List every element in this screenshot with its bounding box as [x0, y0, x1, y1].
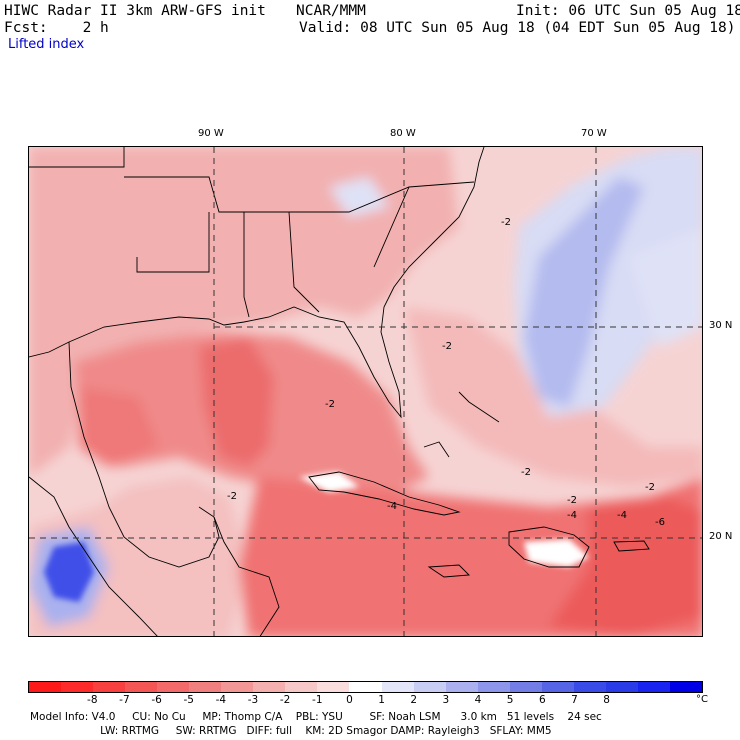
- colorbar-tick-label: 7: [571, 694, 578, 706]
- forecast-hour: Fcst: 2 h: [4, 20, 109, 36]
- stable-region-east: [629, 227, 702, 347]
- colorbar-tick-label: -8: [87, 694, 98, 706]
- stable-core-mexico: [44, 542, 94, 602]
- model-title: HIWC Radar II 3km ARW-GFS init: [4, 3, 266, 19]
- colorbar-tick-label: -6: [151, 694, 162, 706]
- colorbar-swatch: [413, 682, 446, 692]
- colorbar-swatch: [445, 682, 478, 692]
- org-label: NCAR/MMM: [296, 3, 366, 19]
- model-info-line2: LW: RRTMG SW: RRTMG DIFF: full KM: 2D Sm…: [30, 725, 552, 737]
- colorbar-swatch: [381, 682, 414, 692]
- colorbar-swatch: [637, 682, 670, 692]
- colorbar-swatch: [93, 682, 126, 692]
- colorbar-swatch: [189, 682, 222, 692]
- mexico-pacific-coast: [29, 476, 158, 636]
- model-info-line1: Model Info: V4.0 CU: No Cu MP: Thomp C/A…: [30, 711, 602, 723]
- contour-label: -6: [655, 517, 665, 528]
- colorbar-swatch: [61, 682, 94, 692]
- colorbar-swatch: [605, 682, 638, 692]
- lat-lon-grid: [29, 147, 702, 636]
- colorbar-tick-label: 8: [603, 694, 610, 706]
- state-border: [136, 212, 210, 273]
- hispaniola-coast: [508, 526, 590, 568]
- colorbar-tick-label: -3: [247, 694, 259, 706]
- lon-label-80w: 80 W: [390, 128, 416, 139]
- init-time: Init: 06 UTC Sun 05 Aug 18: [516, 3, 740, 19]
- hispaniola-low: [524, 539, 589, 567]
- colorbar-swatch: [349, 682, 382, 692]
- colorbar-tick-label: 2: [410, 694, 418, 706]
- state-border: [243, 186, 410, 318]
- gulf-strong-core: [199, 337, 274, 467]
- colorbar-swatch: [125, 682, 158, 692]
- colorbar-swatch: [669, 682, 702, 692]
- colorbar-tick-label: -5: [183, 694, 194, 706]
- colorbar-swatch: [573, 682, 606, 692]
- contour-label: -2: [227, 491, 237, 502]
- bahamas-coast: [423, 391, 500, 458]
- lat-label-20n: 20 N: [709, 531, 733, 542]
- colorbar-swatch: [509, 682, 542, 692]
- border-line: [29, 147, 125, 168]
- east-caribbean-core: [549, 497, 702, 636]
- colorbar-tick-label: 5: [506, 694, 514, 706]
- colorbar-swatch: [221, 682, 254, 692]
- puerto-rico-coast: [613, 540, 650, 552]
- colorbar-tick-label: -7: [119, 694, 130, 706]
- stable-core-atlantic: [524, 177, 644, 407]
- colorbar: [28, 681, 703, 693]
- colorbar-tick-label: -1: [312, 694, 323, 706]
- colorbar-tick-label: 0: [346, 694, 353, 706]
- cuba-coast: [308, 471, 461, 516]
- contour-label: -2: [645, 482, 655, 493]
- stable-patch-north: [329, 177, 389, 217]
- colorbar-tick-label: -4: [215, 694, 227, 706]
- colorbar-tick-label: 1: [378, 694, 385, 706]
- colorbar-swatch: [477, 682, 510, 692]
- jamaica-coast: [427, 564, 471, 578]
- us-gulf-atlantic-coast: [29, 147, 485, 419]
- lifted-index-map: -2 -2 -2 -2 -2 -2 -2 -4 -4 -4 -6: [28, 146, 703, 637]
- contour-label: -4: [567, 510, 577, 521]
- valid-time: Valid: 08 UTC Sun 05 Aug 18 (04 EDT Sun …: [299, 20, 736, 36]
- colorbar-ticks: -8 -7 -6 -5 -4 -3 -2 -1 0 1 2 3 4 5 6 7 8: [28, 694, 703, 708]
- colorbar-swatch: [285, 682, 318, 692]
- colorbar-tick-label: 4: [474, 694, 482, 706]
- colorbar-swatch: [253, 682, 286, 692]
- colorbar-tick-label: 3: [442, 694, 450, 706]
- lon-label-70w: 70 W: [581, 128, 607, 139]
- western-gulf-core: [79, 387, 159, 467]
- colorbar-unit: °C: [696, 694, 708, 705]
- colorbar-swatch: [317, 682, 350, 692]
- colorbar-tick-label: -2: [279, 694, 291, 706]
- cuba-low: [299, 472, 359, 492]
- contour-label: -2: [325, 399, 335, 410]
- colorbar-tick-label: 6: [538, 694, 546, 706]
- contour-label: -4: [617, 510, 627, 521]
- state-border: [124, 176, 475, 213]
- land-instability: [29, 147, 459, 477]
- contour-label: -2: [521, 467, 531, 478]
- coastlines: [29, 147, 650, 636]
- mexico-coast: [68, 341, 220, 568]
- contour-label: -4: [387, 501, 397, 512]
- contour-label: -2: [501, 217, 511, 228]
- lon-label-90w: 90 W: [198, 128, 224, 139]
- colorbar-swatch: [157, 682, 190, 692]
- central-america-coast: [213, 516, 280, 636]
- field-name: Lifted index: [8, 37, 85, 52]
- colorbar-swatch: [541, 682, 574, 692]
- colorbar-swatch: [29, 682, 62, 692]
- lat-label-30n: 30 N: [709, 320, 733, 331]
- contour-label: -2: [567, 495, 577, 506]
- map-canvas: -2 -2 -2 -2 -2 -2 -2 -4 -4 -4 -6: [29, 147, 702, 636]
- contour-label: -2: [442, 341, 452, 352]
